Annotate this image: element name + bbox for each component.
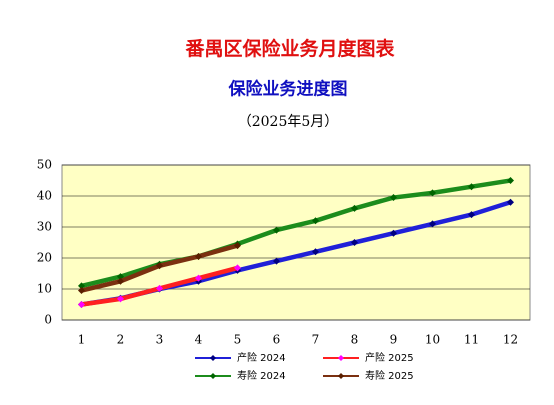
data-point bbox=[468, 211, 475, 219]
chart-title: 番禺区保险业务月度图表 bbox=[184, 37, 395, 60]
y-tick-label: 40 bbox=[37, 189, 52, 203]
legend-label: 寿险 2025 bbox=[365, 369, 414, 382]
y-tick-label: 0 bbox=[44, 313, 52, 327]
x-tick-label: 6 bbox=[273, 333, 281, 347]
data-point bbox=[507, 198, 514, 206]
y-tick-label: 20 bbox=[37, 251, 52, 265]
data-point bbox=[78, 301, 85, 308]
legend-marker bbox=[210, 373, 216, 379]
legend-marker bbox=[338, 373, 344, 379]
x-tick-label: 9 bbox=[390, 333, 398, 347]
data-point bbox=[273, 226, 280, 234]
x-tick-label: 8 bbox=[351, 333, 359, 347]
data-point bbox=[390, 229, 397, 237]
data-point bbox=[507, 177, 514, 184]
chart-subtitle: 保险业务进度图 bbox=[228, 79, 348, 100]
legend-label: 寿险 2024 bbox=[237, 369, 286, 382]
data-point bbox=[351, 239, 358, 246]
y-tick-label: 10 bbox=[37, 282, 52, 296]
data-point bbox=[234, 242, 241, 250]
data-point bbox=[273, 257, 280, 265]
data-point bbox=[312, 248, 319, 256]
data-point bbox=[429, 220, 436, 228]
x-tick-label: 2 bbox=[117, 333, 125, 347]
legend-marker bbox=[210, 355, 216, 361]
legend-label: 产险 2025 bbox=[365, 351, 414, 364]
data-point bbox=[429, 189, 436, 197]
data-point bbox=[351, 204, 358, 212]
y-tick-label: 50 bbox=[37, 158, 52, 172]
x-tick-label: 10 bbox=[425, 333, 440, 347]
data-point bbox=[390, 194, 397, 202]
data-point bbox=[195, 274, 202, 282]
data-point bbox=[117, 277, 124, 285]
data-point bbox=[78, 282, 85, 290]
data-point bbox=[312, 217, 319, 225]
x-tick-label: 3 bbox=[156, 333, 164, 347]
data-point bbox=[234, 264, 241, 272]
y-tick-label: 30 bbox=[37, 220, 52, 234]
x-tick-label: 5 bbox=[234, 333, 242, 347]
data-point bbox=[468, 183, 475, 191]
legend-marker bbox=[338, 355, 344, 361]
x-tick-label: 1 bbox=[78, 333, 86, 347]
x-tick-label: 4 bbox=[195, 333, 203, 347]
data-point bbox=[117, 295, 124, 303]
date-note: （2025年5月） bbox=[238, 114, 339, 130]
x-tick-label: 11 bbox=[464, 333, 479, 347]
data-point bbox=[78, 287, 85, 295]
data-point bbox=[195, 252, 202, 260]
legend-label: 产险 2024 bbox=[237, 351, 286, 364]
x-tick-label: 7 bbox=[312, 333, 320, 347]
x-tick-label: 12 bbox=[503, 333, 518, 347]
data-point bbox=[156, 262, 163, 270]
data-point bbox=[156, 284, 163, 292]
